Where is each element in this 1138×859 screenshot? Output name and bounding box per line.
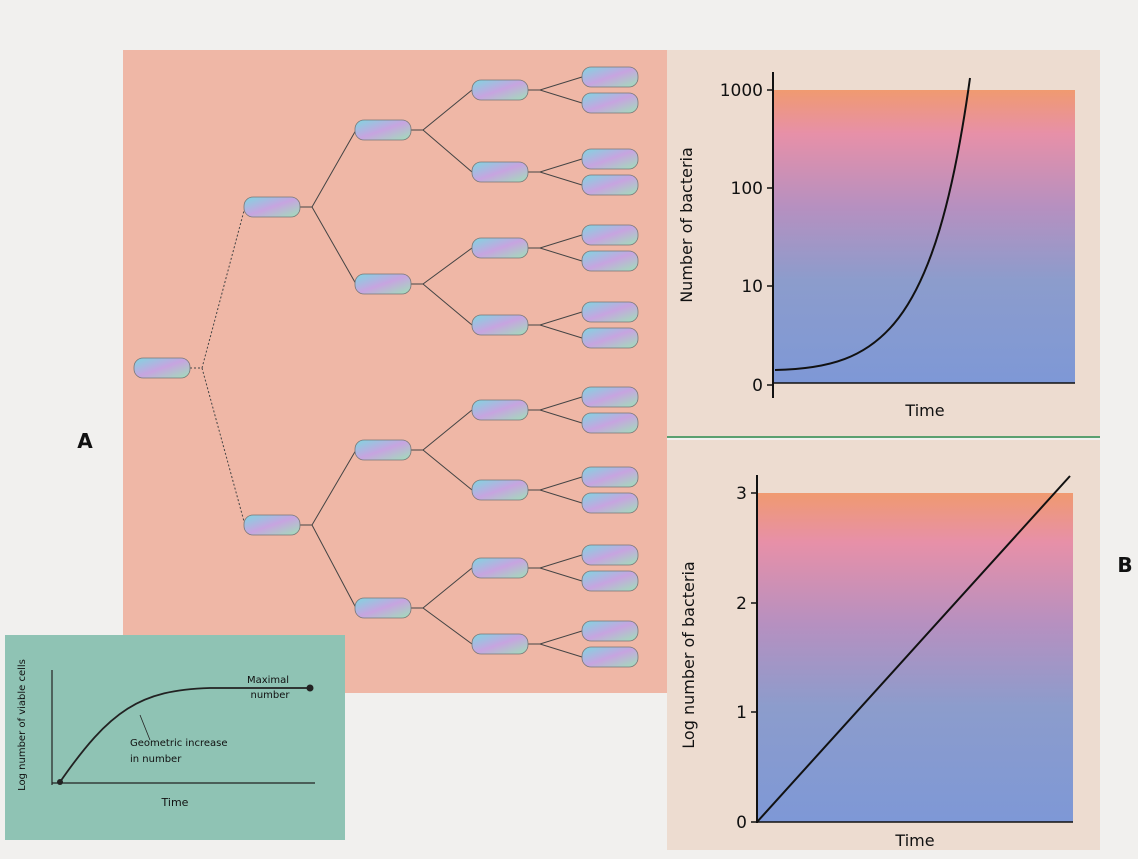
cell bbox=[582, 149, 638, 169]
cell bbox=[582, 387, 638, 407]
panel-label: B bbox=[1117, 553, 1132, 577]
cell bbox=[355, 120, 411, 140]
y-axis-label: Number of bacteria bbox=[677, 147, 696, 303]
cell bbox=[244, 197, 300, 217]
cell bbox=[582, 328, 638, 348]
cell bbox=[472, 480, 528, 500]
cell bbox=[355, 598, 411, 618]
cell bbox=[472, 558, 528, 578]
cell bbox=[582, 467, 638, 487]
x-axis-label: Time bbox=[904, 401, 944, 420]
y-tick-label: 10 bbox=[741, 277, 763, 297]
plot-area bbox=[773, 90, 1075, 383]
cell bbox=[582, 647, 638, 667]
cell bbox=[582, 621, 638, 641]
y-tick-label: 0 bbox=[736, 813, 747, 833]
y-tick-label: 3 bbox=[736, 484, 747, 504]
cell bbox=[472, 162, 528, 182]
cell bbox=[472, 315, 528, 335]
y-tick-label: 2 bbox=[736, 594, 747, 614]
figure: A B 1000100100 Number of bacteria Time 3… bbox=[0, 0, 1138, 859]
annotation: in number bbox=[130, 754, 182, 765]
annotation: Maximal bbox=[247, 675, 289, 686]
cell bbox=[582, 545, 638, 565]
cell bbox=[355, 440, 411, 460]
tree-panel bbox=[123, 50, 667, 693]
panel-label: A bbox=[77, 429, 93, 453]
y-tick-label: 100 bbox=[731, 179, 763, 199]
annotation: number bbox=[250, 690, 290, 701]
cell bbox=[472, 400, 528, 420]
cell bbox=[582, 251, 638, 271]
inset-y-label: Log number of viable cells bbox=[17, 659, 28, 791]
cell bbox=[244, 515, 300, 535]
cell bbox=[582, 413, 638, 433]
y-tick-label: 0 bbox=[752, 376, 763, 396]
cell bbox=[582, 175, 638, 195]
x-axis-label: Time bbox=[894, 831, 934, 850]
cell bbox=[582, 67, 638, 87]
plot-area bbox=[757, 493, 1073, 822]
cell bbox=[134, 358, 190, 378]
y-axis-label: Log number of bacteria bbox=[679, 561, 698, 748]
cell bbox=[472, 80, 528, 100]
cell bbox=[582, 493, 638, 513]
cell bbox=[472, 238, 528, 258]
y-tick-label: 1000 bbox=[720, 81, 763, 101]
y-tick-label: 1 bbox=[736, 703, 747, 723]
inset-x-label: Time bbox=[161, 796, 189, 809]
cell bbox=[355, 274, 411, 294]
cell bbox=[472, 634, 528, 654]
cell bbox=[582, 571, 638, 591]
annotation: Geometric increase bbox=[130, 738, 228, 749]
cell bbox=[582, 302, 638, 322]
point bbox=[307, 685, 314, 692]
point bbox=[57, 779, 63, 785]
cell bbox=[582, 93, 638, 113]
cell bbox=[582, 225, 638, 245]
